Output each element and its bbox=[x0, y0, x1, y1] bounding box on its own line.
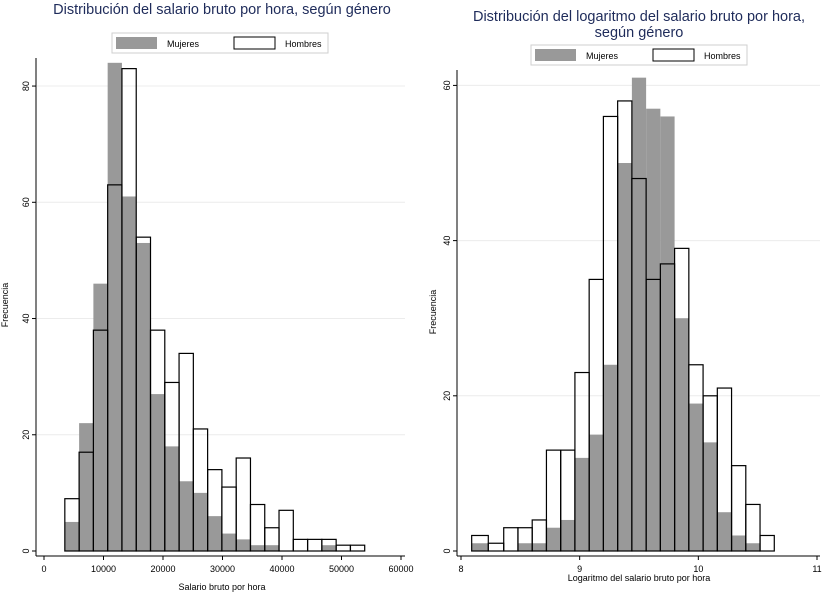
bar-mujeres bbox=[207, 516, 222, 551]
bar-hombres bbox=[745, 503, 761, 552]
x-axis-label: Salario bruto por hora bbox=[178, 582, 265, 592]
bar-mujeres bbox=[250, 545, 265, 551]
legend-swatch-mujeres bbox=[116, 37, 157, 49]
bar-mujeres bbox=[745, 543, 761, 551]
bar-mujeres bbox=[471, 543, 489, 551]
bar-mujeres bbox=[221, 533, 237, 551]
chart-title: Distribución del salario bruto por hora,… bbox=[53, 2, 391, 18]
bar-mujeres bbox=[674, 318, 689, 551]
bar-mujeres bbox=[589, 434, 604, 551]
legend-label-mujeres: Mujeres bbox=[586, 51, 619, 61]
y-axis-label: Frecuencia bbox=[0, 283, 10, 328]
legend-label-hombres: Hombres bbox=[704, 51, 741, 61]
y-tick-label: 0 bbox=[442, 548, 452, 553]
bar-hombres bbox=[503, 527, 519, 552]
bar-hombres bbox=[249, 503, 266, 552]
bar-mujeres bbox=[107, 62, 122, 551]
bar-hombres bbox=[487, 542, 505, 552]
y-tick-label: 20 bbox=[21, 430, 31, 440]
y-tick-label: 60 bbox=[21, 197, 31, 207]
bar-hombres bbox=[292, 538, 309, 552]
x-tick-label: 20000 bbox=[150, 564, 175, 574]
legend-swatch-hombres bbox=[233, 36, 276, 50]
x-tick-label: 8 bbox=[458, 564, 463, 574]
x-axis-label: Logaritmo del salario bruto por hora bbox=[568, 573, 711, 583]
legend-swatch-hombres bbox=[652, 48, 695, 62]
bar-mujeres bbox=[603, 364, 618, 551]
bar-mujeres bbox=[688, 403, 704, 551]
bar-hombres bbox=[349, 544, 366, 552]
legend: Mujeres Hombres bbox=[111, 32, 329, 54]
bar-mujeres bbox=[321, 545, 337, 551]
y-tick-label: 20 bbox=[442, 391, 452, 401]
x-tick-label: 40000 bbox=[269, 564, 294, 574]
bar-mujeres bbox=[660, 116, 675, 552]
x-tick-label: 0 bbox=[41, 564, 46, 574]
legend-swatch-mujeres bbox=[535, 49, 576, 61]
bar-hombres bbox=[759, 534, 775, 552]
bar-mujeres bbox=[646, 108, 661, 552]
bar-hombres bbox=[278, 509, 294, 552]
chart-1: Distribución del salario bruto por hora,… bbox=[0, 2, 414, 592]
y-axis-label: Frecuencia bbox=[428, 290, 438, 335]
legend-label-hombres: Hombres bbox=[285, 39, 322, 49]
bar-hombres bbox=[335, 544, 352, 552]
bar-mujeres bbox=[517, 543, 533, 551]
y-tick-label: 40 bbox=[21, 314, 31, 324]
bar-mujeres bbox=[264, 545, 280, 551]
x-tick-label: 10000 bbox=[91, 564, 116, 574]
bar-mujeres bbox=[64, 521, 80, 551]
bar-mujeres bbox=[93, 283, 108, 551]
bar-mujeres bbox=[136, 242, 151, 551]
bar-mujeres bbox=[631, 77, 647, 551]
x-tick-label: 60000 bbox=[388, 564, 413, 574]
bar-mujeres bbox=[179, 481, 194, 551]
y-tick-label: 40 bbox=[442, 236, 452, 246]
bar-mujeres bbox=[617, 163, 632, 551]
bar-mujeres bbox=[546, 527, 561, 551]
bar-mujeres bbox=[532, 543, 547, 551]
y-tick-label: 0 bbox=[21, 548, 31, 553]
bar-mujeres bbox=[574, 457, 590, 551]
chart-title-line2: según género bbox=[595, 25, 684, 41]
bar-mujeres bbox=[731, 535, 746, 551]
bar-mujeres bbox=[717, 512, 732, 551]
legend-label-mujeres: Mujeres bbox=[167, 39, 200, 49]
bar-mujeres bbox=[236, 539, 251, 551]
bar-mujeres bbox=[560, 519, 575, 551]
bar-mujeres bbox=[121, 196, 137, 551]
bar-hombres bbox=[306, 538, 323, 552]
x-tick-label: 10 bbox=[693, 564, 703, 574]
bar-hombres bbox=[235, 457, 252, 552]
y-tick-label: 60 bbox=[442, 80, 452, 90]
y-tick-label: 80 bbox=[21, 81, 31, 91]
x-tick-label: 30000 bbox=[210, 564, 235, 574]
bar-mujeres bbox=[193, 492, 208, 551]
x-tick-label: 50000 bbox=[329, 564, 354, 574]
x-tick-label: 11 bbox=[812, 564, 821, 574]
bar-mujeres bbox=[79, 423, 94, 551]
bar-mujeres bbox=[703, 442, 718, 551]
legend: Mujeres Hombres bbox=[530, 44, 748, 66]
bar-mujeres bbox=[150, 394, 165, 551]
chart-2: Distribución del logaritmo del salario b… bbox=[428, 9, 822, 583]
chart-title: Distribución del logaritmo del salario b… bbox=[473, 9, 805, 25]
bar-mujeres bbox=[164, 446, 180, 551]
x-tick-label: 9 bbox=[577, 564, 582, 574]
